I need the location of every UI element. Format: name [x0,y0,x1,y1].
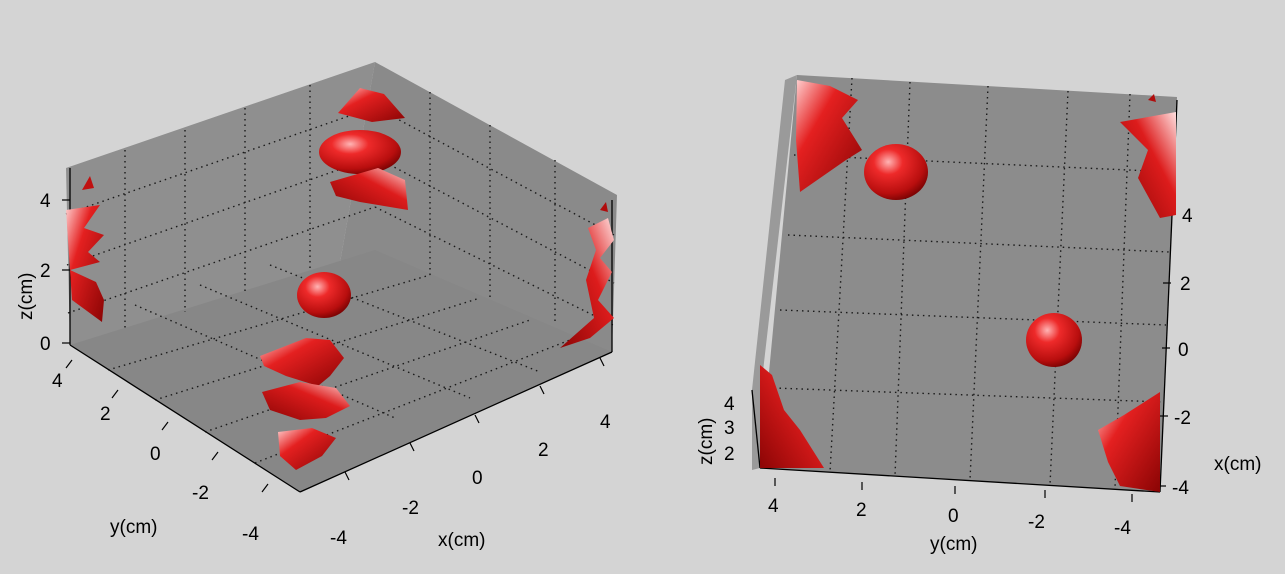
z-tick-label: 4 [40,191,51,212]
surface-center-blob-right [1026,313,1082,367]
x-tick-label: 4 [600,412,611,433]
surface-bottom-left-column [760,365,824,468]
surface-back-lower-sheet [330,168,408,210]
surface-floor-column-top [260,338,344,386]
y-tick-label: -2 [192,483,209,504]
y-tick-label: 4 [768,496,779,517]
x-tick-label: 2 [538,440,549,461]
z-tick-label: 4 [724,394,735,415]
axes-box-left [69,168,613,493]
ticks-left [62,199,605,493]
y-tick-label: 0 [150,444,161,465]
y-axis-label-right: y(cm) [930,534,977,555]
surface-left-wall-column [66,205,104,322]
surface-bottom-right-column [1098,392,1160,492]
y-tick-label: 2 [856,500,867,521]
y-tick-label: -4 [242,524,259,545]
surfaces-right [760,80,1176,492]
y-axis-label-left: y(cm) [110,517,157,538]
z-tick-label: 2 [724,444,735,465]
x-tick-label: 0 [472,468,483,489]
surface-center-blob [297,272,351,318]
z-tick-labels-right: 4 3 2 [724,394,735,465]
x-axis-label-left: x(cm) [438,530,485,551]
plot-plane-right [760,75,1177,492]
chart-right: 4 2 0 -2 -4 4 2 0 -2 -4 4 3 2 z(cm) y(cm… [696,75,1261,555]
z-tick-label: 2 [40,261,51,282]
y-tick-label: 4 [52,371,63,392]
surface-top-left-blob [864,144,928,200]
z-tick-labels-left: 4 2 0 [40,191,51,355]
surface-top-right-tip [1148,94,1156,102]
x-tick-label: -2 [1174,408,1191,429]
z-tick-label: 3 [724,418,735,439]
x-tick-label: -4 [1172,478,1189,499]
surface-top-right-column [1120,112,1176,218]
y-tick-label: 2 [100,404,111,425]
x-tick-label: 0 [1178,340,1189,361]
y-tick-labels-left: 4 2 0 -2 -4 [52,371,259,545]
grid-right [773,77,1174,489]
surface-top-left-column [796,80,862,192]
x-axis-label-right: x(cm) [1214,454,1261,475]
surface-right-wall-tip [600,202,608,212]
x-tick-label: 2 [1180,274,1191,295]
x-tick-labels-right: 4 2 0 -2 -4 [1172,206,1193,499]
surface-back-top-sheet [338,88,405,122]
y-tick-label: -4 [1114,518,1131,539]
surfaces-left [66,88,614,470]
surface-right-wall-column [560,218,614,348]
surface-left-wall-tip [82,176,94,190]
grid-left [65,85,617,464]
y-tick-labels-right: 4 2 0 -2 -4 [768,496,1131,539]
surface-floor-column-mid [262,382,350,420]
y-tick-label: 0 [948,506,959,527]
z-axis-label-left: z(cm) [16,273,37,320]
surface-back-blob [319,130,401,174]
x-tick-label: -4 [330,528,347,549]
y-tick-label: -2 [1028,512,1045,533]
z-tick-label: 0 [40,334,51,355]
x-tick-labels-left: -4 -2 0 2 4 [330,412,611,549]
x-tick-label: 4 [1182,206,1193,227]
chart-left: 4 2 0 4 2 0 -2 -4 -4 -2 0 2 4 z(cm) y(cm… [16,62,617,551]
z-axis-label-right: z(cm) [696,418,717,465]
surface-floor-column-bottom [278,428,336,470]
x-tick-label: -2 [402,498,419,519]
